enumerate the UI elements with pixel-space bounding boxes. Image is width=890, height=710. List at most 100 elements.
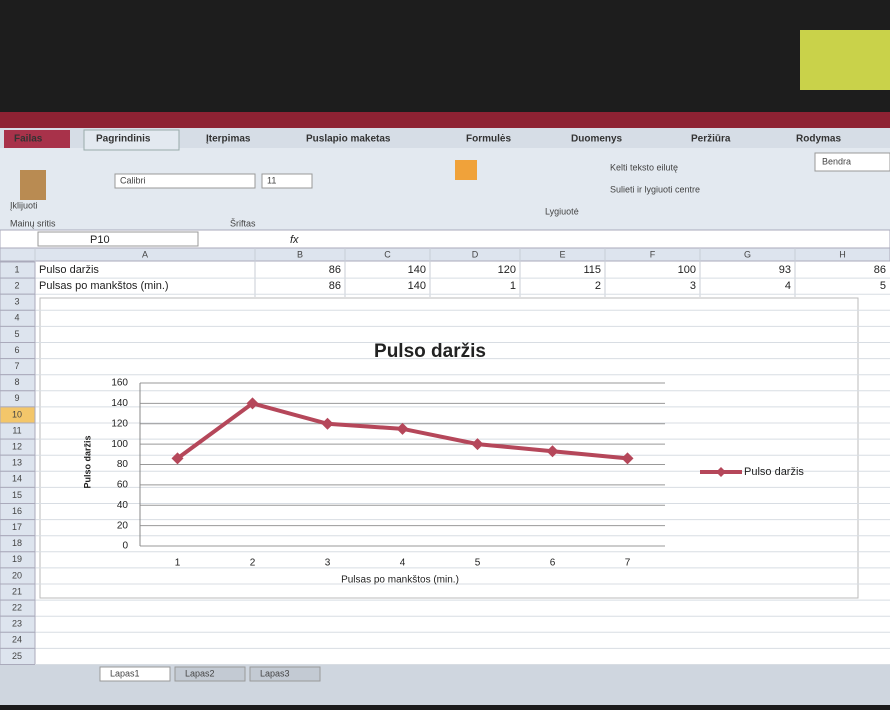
fill-button[interactable] [455,160,477,180]
cell[interactable]: 93 [779,264,791,276]
page: P10 fx Įklijuoti Calibri 11 Kelti teksto… [0,0,890,705]
screen: P10 fx Įklijuoti Calibri 11 Kelti teksto… [0,0,890,705]
row-number[interactable]: 4 [14,313,19,323]
row-number[interactable]: 15 [12,490,22,500]
wrap-text[interactable]: Kelti teksto eilutę [610,162,678,172]
row-number[interactable]: 7 [14,361,19,371]
cell[interactable]: 86 [874,264,886,276]
group-label: Šriftas [230,218,256,228]
font-name: Calibri [120,175,146,185]
cell[interactable]: 2 [595,280,601,292]
y-tick-label: 120 [111,418,128,429]
ribbon-tab[interactable]: Duomenys [571,134,623,145]
name-box[interactable] [38,232,198,246]
ribbon-tab[interactable]: Rodymas [796,134,841,145]
merge-center[interactable]: Sulieti ir lygiuoti centre [610,184,700,194]
row-number[interactable]: 18 [12,538,22,548]
y-axis-label: Pulso daržis [82,435,92,488]
y-tick-label: 60 [117,480,129,491]
sheet-tab-label: Lapas2 [185,668,215,678]
column-header[interactable]: A [142,249,148,259]
row-number[interactable]: 5 [14,329,19,339]
row-number[interactable]: 21 [12,586,22,596]
y-tick-label: 100 [111,439,128,450]
row-number[interactable]: 23 [12,619,22,629]
y-tick-label: 140 [111,398,128,409]
cell[interactable]: 3 [690,280,696,292]
column-header[interactable]: C [384,249,391,259]
y-tick-label: 20 [117,520,129,531]
column-header[interactable]: G [744,249,751,259]
ribbon [0,148,890,230]
column-header-bar [0,248,890,261]
row-number[interactable]: 1 [14,264,19,274]
sticky-note [800,30,890,90]
chart-title: Pulso daržis [374,341,486,362]
row-number[interactable]: 2 [14,281,19,291]
row-number[interactable]: 24 [12,635,22,645]
row-number[interactable]: 16 [12,506,22,516]
row-number[interactable]: 3 [14,297,19,307]
x-tick-label: 2 [250,558,256,569]
column-header[interactable]: D [472,249,479,259]
paste-icon[interactable] [20,170,46,200]
x-tick-label: 7 [625,558,631,569]
monitor-bezel [0,0,890,118]
cell[interactable]: Pulso daržis [39,264,99,276]
cell[interactable]: 140 [408,264,426,276]
cell[interactable]: 86 [329,264,341,276]
legend-label: Pulso daržis [744,466,804,478]
group-label: Lygiuotė [545,206,579,216]
ribbon-tab[interactable]: Puslapio maketas [306,134,391,145]
x-tick-label: 4 [400,558,406,569]
row-number[interactable]: 6 [14,345,19,355]
x-tick-label: 5 [475,558,481,569]
group-label: Mainų sritis [10,218,56,228]
row-number[interactable]: 12 [12,442,22,452]
cell[interactable]: 115 [583,264,601,276]
column-header[interactable]: B [297,249,303,259]
number-format: Bendra [822,156,851,166]
row-number[interactable]: 19 [12,554,22,564]
cell[interactable]: Pulsas po mankštos (min.) [39,280,169,292]
row-number[interactable]: 13 [12,458,22,468]
row-number[interactable]: 9 [14,393,19,403]
x-tick-label: 3 [325,558,331,569]
font-size: 11 [267,175,276,185]
sheet-tab-label: Lapas3 [260,668,290,678]
cell[interactable]: 1 [510,280,516,292]
cell[interactable]: 4 [785,280,791,292]
column-header[interactable]: E [559,249,565,259]
row-number[interactable]: 14 [12,474,22,484]
y-tick-label: 40 [117,500,129,511]
row-number[interactable]: 10 [12,409,22,419]
sheet-tab-label: Lapas1 [110,668,140,678]
ribbon-tab[interactable]: Įterpimas [206,134,251,145]
y-tick-label: 80 [117,459,129,470]
row-number[interactable]: 25 [12,651,22,661]
x-tick-label: 6 [550,558,556,569]
cell[interactable]: 100 [678,264,696,276]
row-number[interactable]: 22 [12,603,22,613]
cell[interactable]: 86 [329,280,341,292]
ribbon-tab[interactable]: Formulės [466,134,511,145]
y-tick-label: 0 [122,541,128,552]
row-number[interactable]: 11 [12,425,21,435]
column-header[interactable]: H [839,249,846,259]
name-box-text: P10 [90,234,110,246]
title-bar [0,112,890,128]
cell[interactable]: 5 [880,280,886,292]
formula-label: fx [290,234,299,246]
row-number[interactable]: 17 [12,522,22,532]
cell[interactable]: 140 [408,280,426,292]
paste-label: Įklijuoti [10,200,38,210]
y-tick-label: 160 [111,378,128,389]
column-header[interactable]: F [650,249,656,259]
ribbon-tab[interactable]: Pagrindinis [96,134,151,145]
x-axis-label: Pulsas po mankštos (min.) [341,575,459,586]
row-number[interactable]: 8 [14,377,19,387]
cell[interactable]: 120 [498,264,516,276]
ribbon-tab[interactable]: Peržiūra [691,134,731,145]
row-number[interactable]: 20 [12,570,22,580]
ribbon-tab[interactable]: Failas [14,134,43,145]
